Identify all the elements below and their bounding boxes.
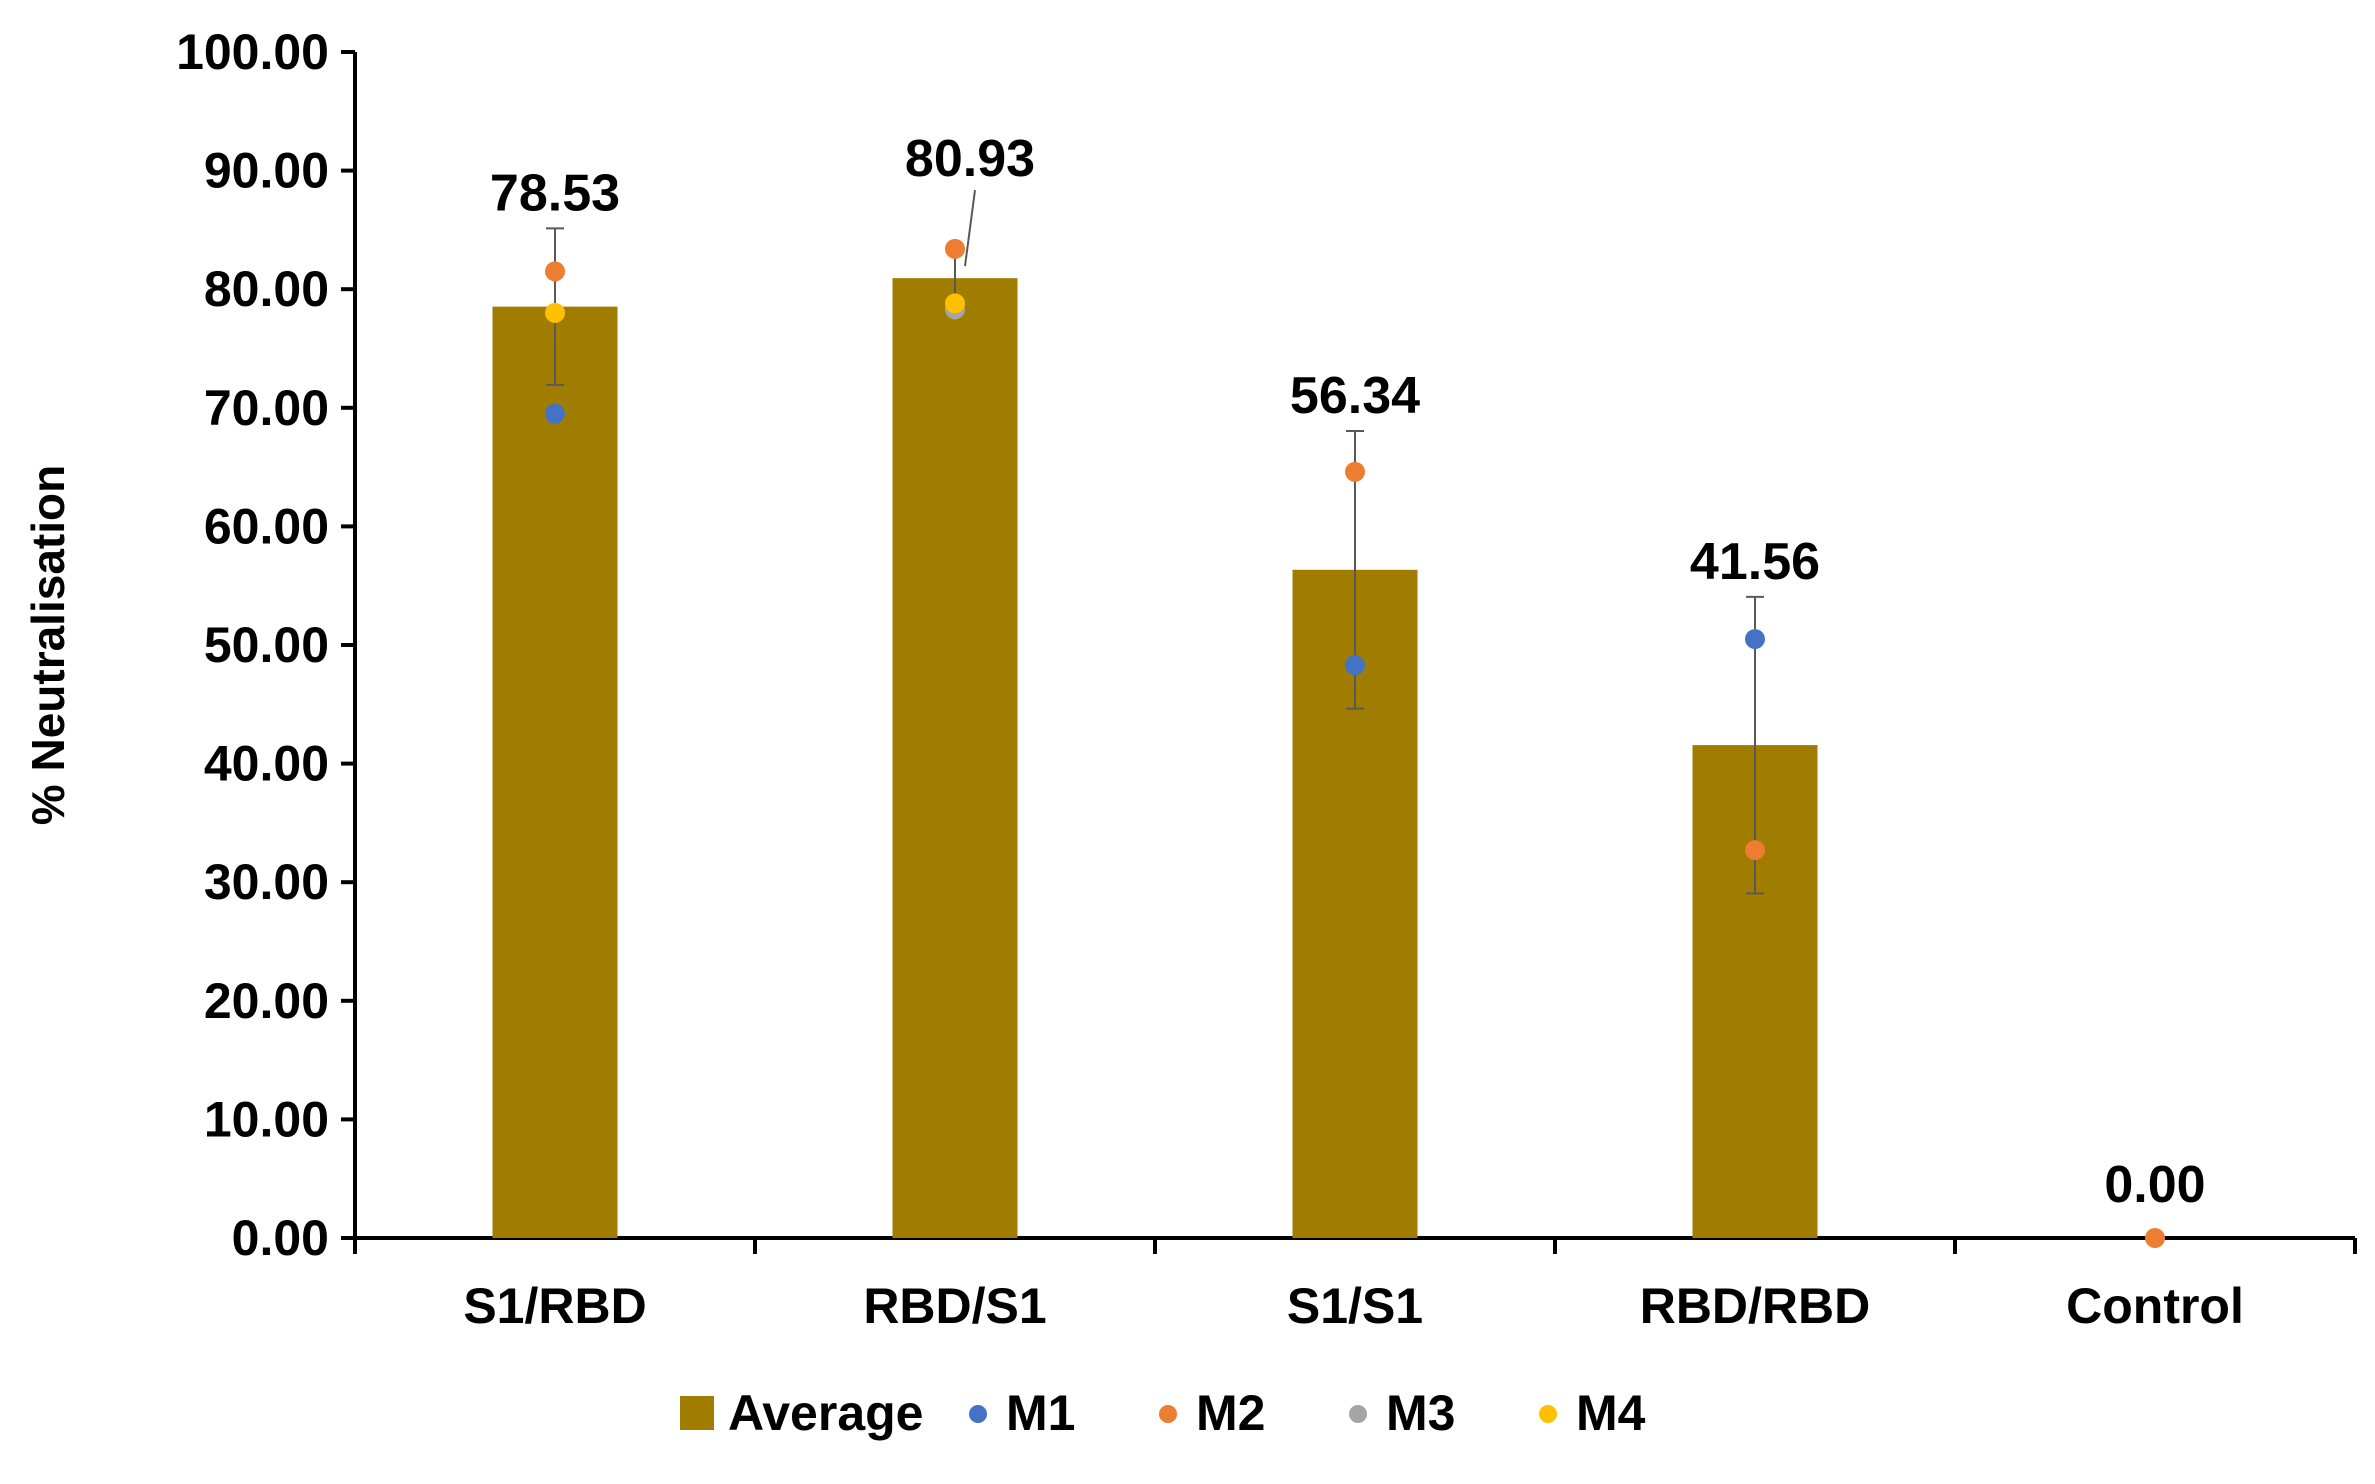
data-label: 41.56 (1690, 533, 1820, 591)
y-tick-label: 40.00 (204, 736, 329, 792)
legend-label-average: Average (728, 1385, 923, 1441)
data-point-m2 (545, 261, 565, 282)
data-label: 56.34 (1290, 367, 1420, 425)
y-tick-label: 20.00 (204, 973, 329, 1029)
data-label: 78.53 (490, 164, 620, 222)
label-leader-line (964, 190, 976, 267)
data-label: 80.93 (905, 130, 1035, 188)
data-point-m2 (1345, 461, 1365, 482)
y-tick-label: 30.00 (204, 854, 329, 910)
legend-marker-m2 (1159, 1405, 1177, 1423)
legend-label-m4: M4 (1576, 1385, 1646, 1441)
y-tick-label: 70.00 (204, 380, 329, 436)
x-tick-label: RBD/RBD (1640, 1278, 1871, 1334)
data-point-m2 (2145, 1228, 2165, 1248)
y-tick-label: 10.00 (204, 1091, 329, 1147)
y-tick-label: 90.00 (204, 143, 329, 199)
bar (492, 306, 618, 1239)
x-tick-label: S1/S1 (1287, 1278, 1423, 1334)
data-points (545, 238, 2165, 1248)
data-point-m2 (1745, 840, 1765, 861)
axes: 0.00 10.00 20.00 30.00 40.00 50.00 60.00 70.00 8… (176, 24, 2357, 1334)
legend-marker-m1 (969, 1405, 987, 1423)
y-tick-label: 60.00 (204, 498, 329, 554)
data-point-m1 (1345, 655, 1365, 676)
x-tick-label: RBD/S1 (863, 1278, 1046, 1334)
data-labels: 78.53 80.93 56.34 41.56 0.00 (490, 130, 2206, 1214)
y-tick-label: 100.00 (176, 24, 329, 80)
y-axis-title: % Neutralisation (22, 465, 74, 825)
legend: Average M1 M2 M3 M4 (680, 1385, 1646, 1441)
data-point-m4 (545, 302, 565, 323)
y-tick-label: 50.00 (204, 617, 329, 673)
data-point-m4 (945, 293, 965, 314)
error-bars (546, 227, 1764, 895)
legend-marker-m3 (1349, 1405, 1367, 1423)
legend-label-m3: M3 (1386, 1385, 1455, 1441)
legend-swatch-average (680, 1396, 714, 1430)
y-tick-label: 80.00 (204, 261, 329, 317)
data-point-m2 (945, 238, 965, 259)
legend-label-m2: M2 (1196, 1385, 1265, 1441)
data-point-m1 (1745, 629, 1765, 650)
bars (492, 278, 1818, 1239)
legend-label-m1: M1 (1006, 1385, 1075, 1441)
data-point-m1 (545, 403, 565, 424)
y-tick-label: 0.00 (232, 1210, 329, 1266)
bar (892, 278, 1018, 1239)
x-tick-label: Control (2066, 1278, 2244, 1334)
data-label: 0.00 (2104, 1156, 2205, 1214)
legend-marker-m4 (1539, 1405, 1557, 1423)
x-tick-label: S1/RBD (463, 1278, 646, 1334)
